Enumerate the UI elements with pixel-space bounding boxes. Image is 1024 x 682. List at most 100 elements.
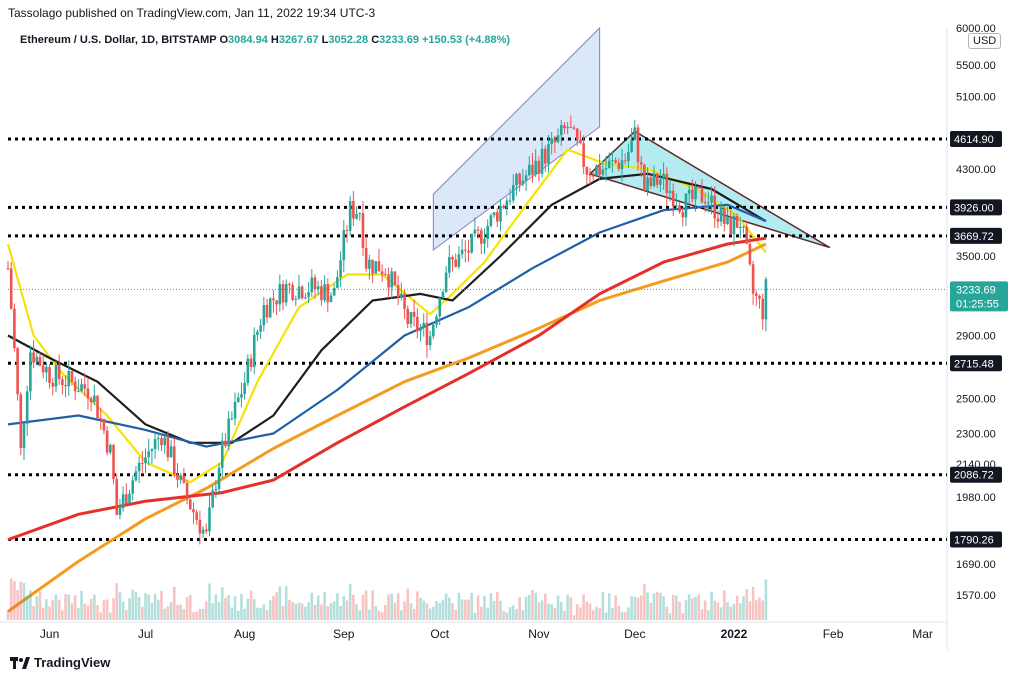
volume-bar	[230, 607, 234, 620]
candle-body	[157, 438, 160, 440]
volume-bar	[176, 604, 179, 620]
volume-bar	[172, 586, 176, 620]
volume-bar	[6, 610, 10, 620]
volume-bar	[764, 579, 768, 620]
volume-bar	[262, 604, 266, 620]
candle-body	[185, 482, 189, 500]
candle-body	[374, 261, 378, 274]
volume-bar	[499, 600, 502, 620]
volume-bar	[534, 592, 537, 620]
x-tick-label: Feb	[823, 627, 844, 641]
volume-bar	[537, 602, 541, 620]
volume-bar	[483, 596, 486, 620]
volume-bar	[16, 590, 19, 620]
candle-body	[137, 462, 141, 472]
volume-bar	[617, 605, 621, 620]
y-tick-label: 1690.00	[956, 559, 996, 571]
y-tick-label: 5500.00	[956, 60, 996, 72]
candle-body	[297, 286, 301, 299]
volume-bar	[611, 608, 614, 620]
candle-body	[543, 148, 547, 164]
candle-body	[761, 298, 765, 320]
candle-body	[479, 230, 483, 244]
candle-body	[102, 419, 106, 431]
candle-body	[150, 449, 154, 452]
x-tick-label: Aug	[234, 627, 255, 641]
y-tick-label: 5100.00	[956, 92, 996, 104]
candle-body	[188, 499, 192, 510]
volume-bar	[742, 596, 745, 620]
volume-bar	[25, 595, 29, 620]
volume-bar	[687, 594, 691, 620]
candle-body	[604, 168, 608, 170]
candle-body	[29, 352, 32, 392]
candle-body	[432, 324, 435, 337]
volume-bar	[703, 600, 707, 620]
candle-body	[393, 271, 397, 285]
volume-bar	[691, 598, 694, 620]
volume-bar	[559, 601, 563, 620]
level-tag	[950, 466, 1002, 483]
moving-average-line	[7, 203, 767, 448]
candle-body	[486, 225, 489, 239]
candle-body	[13, 308, 16, 349]
volume-bar	[278, 586, 282, 620]
last-price-tag	[950, 281, 1008, 312]
volume-bar	[390, 593, 394, 620]
candle-body	[48, 367, 51, 383]
currency-selector[interactable]: USD	[968, 33, 1002, 49]
volume-bar	[284, 586, 288, 620]
change-value: +150.53 (+4.88%)	[422, 34, 511, 46]
volume-bar	[585, 601, 589, 620]
volume-bar	[281, 606, 285, 620]
volume-bar	[547, 603, 550, 620]
candle-body	[409, 311, 413, 325]
volume-bar	[678, 601, 681, 620]
candle-body	[313, 277, 317, 290]
volume-bar	[441, 600, 445, 620]
level-tag-label: 1790.26	[954, 535, 994, 547]
volume-bar	[515, 609, 518, 620]
volume-bar	[153, 593, 157, 620]
volume-bar	[169, 602, 173, 620]
volume-bar	[419, 597, 422, 620]
candle-body	[86, 388, 90, 399]
volume-bar	[428, 608, 432, 620]
candle-body	[316, 286, 320, 290]
volume-bar	[409, 603, 413, 620]
volume-bar	[102, 599, 106, 620]
candle-body	[595, 165, 598, 176]
candle-body	[671, 190, 675, 207]
candle-body	[697, 186, 701, 189]
volume-bar	[118, 592, 122, 620]
volume-bar	[665, 606, 669, 620]
volume-bar	[115, 583, 119, 620]
volume-bar	[393, 602, 397, 620]
candle-body	[585, 166, 589, 175]
candle-body	[144, 457, 147, 464]
volume-bar	[224, 597, 227, 620]
volume-bar	[403, 601, 406, 620]
volume-bar	[77, 608, 80, 620]
volume-bar	[320, 604, 323, 620]
candle-body	[575, 128, 579, 140]
candle-body	[419, 327, 422, 332]
price-chart[interactable]: 4614.90 3926.00 3669.72 2715.48 2086.72 1790.…	[0, 0, 1024, 650]
candle-body	[166, 437, 170, 458]
candle-body	[227, 418, 230, 447]
volume-bar	[543, 593, 547, 620]
candle-body	[141, 462, 144, 464]
candle-body	[716, 218, 720, 222]
volume-bar	[265, 610, 269, 620]
candle-body	[406, 308, 410, 325]
moving-average-line	[7, 172, 767, 444]
candle-body	[569, 127, 573, 129]
level-tag-label: 3669.72	[954, 231, 994, 243]
volume-bar	[57, 599, 61, 620]
candle-body	[614, 160, 617, 163]
volume-bar	[220, 587, 224, 620]
volume-bar	[93, 594, 96, 620]
candle-body	[329, 295, 333, 303]
candle-body	[291, 284, 294, 300]
volume-bar	[633, 596, 637, 620]
